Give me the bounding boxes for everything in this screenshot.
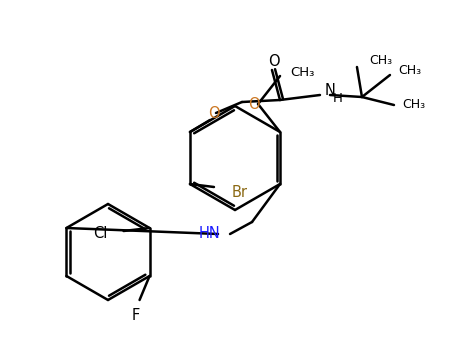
Text: CH₃: CH₃ [397, 64, 420, 78]
Text: CH₃: CH₃ [401, 98, 424, 112]
Text: CH₃: CH₃ [290, 66, 313, 80]
Text: N: N [324, 84, 335, 98]
Text: O: O [248, 97, 259, 113]
Text: Cl: Cl [93, 226, 107, 242]
Text: F: F [131, 308, 140, 324]
Text: Br: Br [231, 185, 247, 201]
Text: O: O [208, 106, 219, 122]
Text: H: H [332, 92, 342, 105]
Text: CH₃: CH₃ [368, 55, 391, 67]
Text: O: O [268, 54, 279, 68]
Text: HN: HN [198, 225, 219, 241]
